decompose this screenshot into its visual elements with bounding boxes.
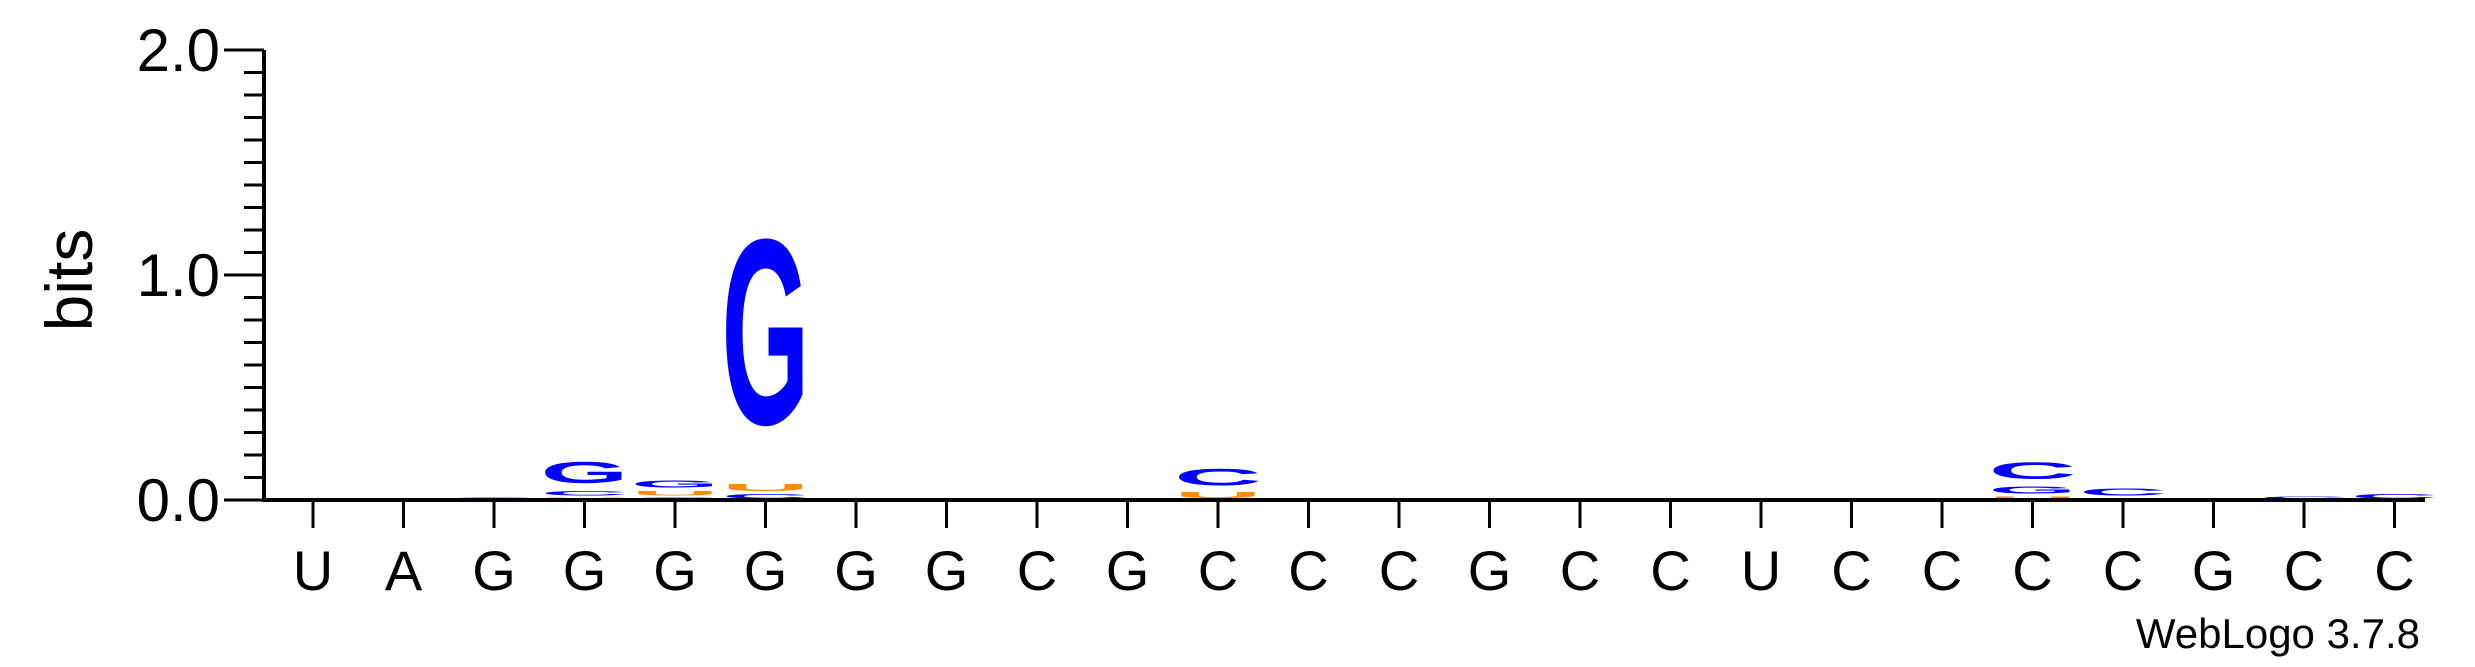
- y-tick-label: 0.0: [137, 467, 220, 534]
- logo-letter-C: C: [2351, 493, 2439, 500]
- logo-letter-C: C: [1989, 457, 2077, 484]
- letter-stacks: GUCGCUGCUGUCCCUGCUCCC: [450, 184, 2438, 500]
- x-tick-label: C: [1288, 539, 1328, 602]
- logo-letter-G: G: [1989, 484, 2077, 495]
- x-tick-label: C: [1379, 539, 1419, 602]
- y-tick-label: 1.0: [137, 242, 220, 309]
- x-tick-label: C: [1017, 539, 1057, 602]
- x-tick-label: G: [472, 539, 516, 602]
- x-tick-label: G: [925, 539, 969, 602]
- x-tick-label: C: [2012, 539, 2052, 602]
- weblogo-credit: WebLogo 3.7.8: [2136, 610, 2420, 657]
- x-tick-label: U: [293, 539, 333, 602]
- logo-letter-U: U: [1989, 496, 2077, 500]
- x-tick-label: C: [1831, 539, 1871, 602]
- x-tick-label: G: [563, 539, 607, 602]
- x-tick-label: C: [1922, 539, 1962, 602]
- logo-letter-G: G: [541, 456, 629, 490]
- x-tick-label: G: [744, 539, 788, 602]
- logo-letter-C: C: [2260, 496, 2348, 500]
- x-tick-label: G: [653, 539, 697, 602]
- x-tick-label: C: [2103, 539, 2143, 602]
- x-tick-label: C: [2284, 539, 2324, 602]
- y-axis-label: bits: [32, 229, 106, 332]
- x-tick-label: C: [1560, 539, 1600, 602]
- logo-letter-G: G: [631, 479, 719, 490]
- x-tick-label: A: [385, 539, 423, 602]
- logo-letter-C: C: [2079, 487, 2167, 498]
- logo-letter-C: C: [1174, 464, 1262, 491]
- x-tick-label: G: [2192, 539, 2236, 602]
- y-ticks: 0.0 1.0 2.0: [137, 17, 264, 534]
- x-tick-label: C: [1198, 539, 1238, 602]
- x-tick-label: G: [1468, 539, 1512, 602]
- x-tick-label: C: [1650, 539, 1690, 602]
- x-tick-label: U: [1741, 539, 1781, 602]
- logo-letter-U: U: [722, 482, 810, 493]
- x-tick-label: G: [1106, 539, 1150, 602]
- logo-letter-U: U: [1174, 491, 1262, 500]
- y-tick-label: 2.0: [137, 17, 220, 84]
- logo-letter-U: U: [631, 490, 719, 497]
- logo-letter-C: C: [541, 490, 629, 497]
- logo-letter-C: C: [722, 493, 810, 500]
- x-tick-label: C: [2374, 539, 2414, 602]
- x-tick-label: G: [834, 539, 878, 602]
- logo-letter-G: G: [722, 184, 810, 481]
